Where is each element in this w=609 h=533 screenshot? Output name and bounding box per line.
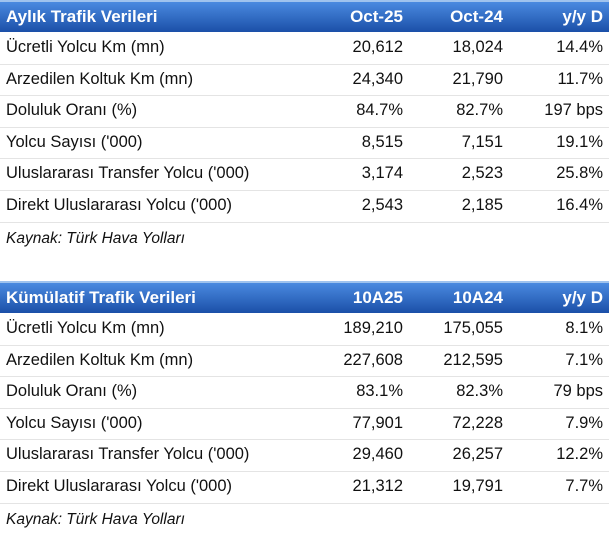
row-value: 2,543 xyxy=(361,196,403,214)
row-value: 29,460 xyxy=(352,445,403,464)
row-separator xyxy=(0,407,609,409)
row-value: 79 bps xyxy=(553,382,603,401)
row-label: Direkt Uluslararası Yolcu ('000) xyxy=(6,196,232,214)
row-value: 84.7% xyxy=(356,101,403,120)
header-cell: y/y D xyxy=(562,288,603,307)
row-value: 83.1% xyxy=(356,382,403,401)
row-label: Doluluk Oranı (%) xyxy=(6,382,138,401)
row-separator xyxy=(0,502,609,504)
table-header: Aylık Trafik Verileri Oct-25 Oct-24 y/y D xyxy=(0,0,609,32)
row-value: 2,185 xyxy=(461,196,503,214)
row-value: 8,515 xyxy=(361,132,403,151)
row-value: 2,523 xyxy=(461,164,503,183)
row-value: 16.4% xyxy=(556,196,603,214)
row-value: 7,151 xyxy=(461,132,503,151)
row-separator xyxy=(0,95,609,97)
row-value: 3,174 xyxy=(361,164,403,183)
row-label: Ücretli Yolcu Km (mn) xyxy=(6,319,165,337)
row-label: Arzedilen Koltuk Km (mn) xyxy=(6,350,194,369)
row-separator xyxy=(0,471,609,472)
table-header: Kümülatif Trafik Verileri 10A25 10A24 y/y D xyxy=(0,281,609,313)
header-cell: 10A24 xyxy=(452,288,503,307)
row-label: Yolcu Sayısı ('000) xyxy=(6,413,143,432)
row-value: 7.1% xyxy=(565,350,603,369)
row-value: 11.7% xyxy=(557,69,603,88)
row-value: 189,210 xyxy=(343,319,403,337)
row-value: 82.7% xyxy=(456,101,503,120)
row-value: 175,055 xyxy=(443,319,503,337)
row-value: 19,791 xyxy=(452,477,503,495)
header-cell: y/y D xyxy=(562,7,603,26)
row-value: 12.2% xyxy=(556,445,603,464)
row-value: 26,257 xyxy=(452,445,503,464)
row-separator xyxy=(0,158,609,160)
row-label: Arzedilen Koltuk Km (mn) xyxy=(6,69,194,88)
header-cell: Kümülatif Trafik Verileri xyxy=(6,288,196,307)
row-value: 8.1% xyxy=(565,319,603,337)
source-note: Kaynak: Türk Hava Yolları xyxy=(6,510,185,528)
row-value: 7.9% xyxy=(565,413,603,432)
row-value: 24,340 xyxy=(352,69,403,88)
source-note: Kaynak: Türk Hava Yolları xyxy=(6,229,185,247)
row-value: 77,901 xyxy=(352,413,403,432)
row-separator xyxy=(0,126,609,128)
row-separator xyxy=(0,63,609,65)
row-separator xyxy=(0,221,609,223)
row-value: 14.4% xyxy=(556,38,603,56)
row-value: 21,790 xyxy=(452,69,503,88)
row-label: Direkt Uluslararası Yolcu ('000) xyxy=(6,477,232,495)
row-value: 7.7% xyxy=(565,477,603,495)
row-value: 197 bps xyxy=(544,101,603,120)
row-value: 19.1% xyxy=(556,132,603,151)
row-value: 25.8% xyxy=(556,164,603,183)
row-separator xyxy=(0,344,609,346)
row-separator xyxy=(0,439,609,441)
header-cell: Oct-25 xyxy=(350,7,403,26)
row-label: Doluluk Oranı (%) xyxy=(6,101,138,120)
header-cell: Oct-24 xyxy=(450,7,503,26)
header-cell: 10A25 xyxy=(352,288,403,307)
row-value: 82.3% xyxy=(456,382,503,401)
row-value: 21,312 xyxy=(352,477,403,495)
row-label: Ücretli Yolcu Km (mn) xyxy=(6,38,165,56)
row-value: 20,612 xyxy=(352,38,403,56)
row-value: 212,595 xyxy=(443,350,503,369)
header-cell: Aylık Trafik Verileri xyxy=(6,7,158,26)
row-label: Uluslararası Transfer Yolcu ('000) xyxy=(6,164,250,183)
row-separator xyxy=(0,376,609,378)
row-label: Uluslararası Transfer Yolcu ('000) xyxy=(6,445,250,464)
row-value: 72,228 xyxy=(452,413,503,432)
row-value: 227,608 xyxy=(343,350,403,369)
row-label: Yolcu Sayısı ('000) xyxy=(6,132,143,151)
row-separator xyxy=(0,190,609,191)
row-value: 18,024 xyxy=(452,38,503,56)
